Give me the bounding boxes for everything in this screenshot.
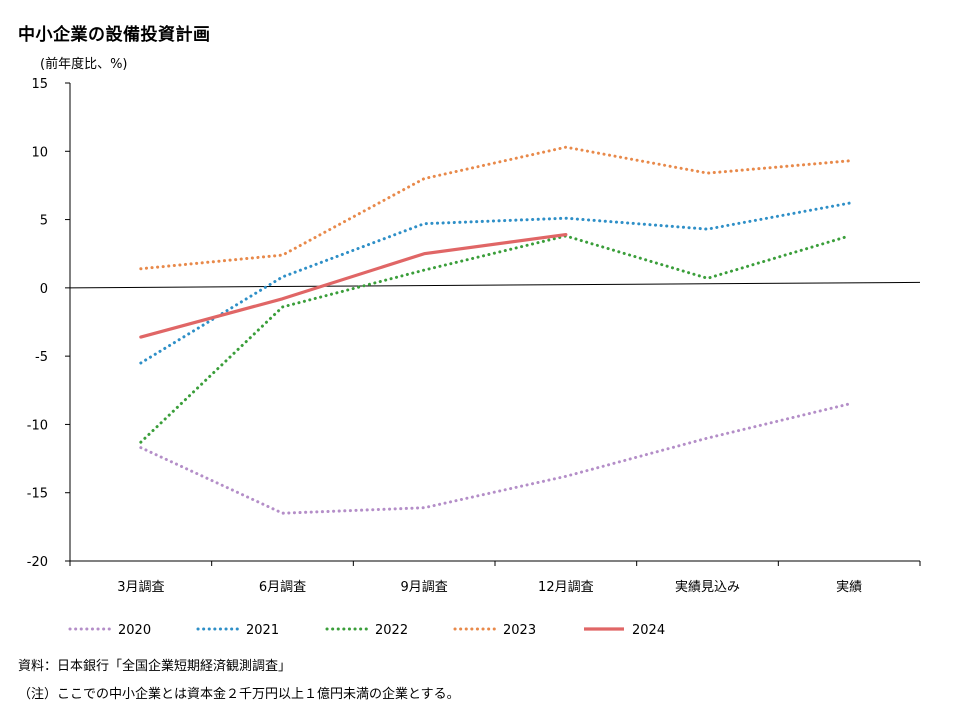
y-tick-label: -10 [27,418,48,433]
x-tick-label: 9月調査 [401,580,448,595]
x-tick-label: 3月調査 [117,580,164,595]
x-tick-label: 実績見込み [675,579,740,595]
series-line-2022 [139,234,851,444]
y-axis-unit-label: (前年度比、%) [40,57,128,72]
footnote: （注）ここでの中小企業とは資本金２千万円以上１億円未満の企業とする。 [18,687,460,702]
y-tick-label: 15 [31,77,48,92]
y-tick-label: -20 [27,555,48,570]
zero-line [69,281,921,289]
chart-series [139,145,851,515]
series-line-2023 [139,145,851,271]
legend-label-2020: 2020 [118,623,151,638]
source-note: 資料：日本銀行「全国企業短期経済観測調査」 [18,659,292,674]
series-line-2021 [139,201,851,365]
y-tick-label: 0 [40,282,48,297]
y-tick-label: -15 [27,487,48,502]
legend-label-2022: 2022 [375,623,408,638]
chart-axes: 15 10 5 0 -5 -10 -15 -20 3月調査 6月調査 9月調査 12月調査 実績見込み 実… [27,77,921,595]
series-line-2024 [139,232,568,339]
x-tick-label: 12月調査 [538,580,594,595]
series-line-2020 [139,402,851,515]
x-tick-label: 実績 [836,579,862,595]
legend-label-2021: 2021 [246,623,279,638]
y-tick-label: 10 [31,145,48,160]
legend-label-2023: 2023 [503,623,536,638]
chart-legend: 2020 2021 2022 2023 2024 [68,623,665,638]
chart-title: 中小企業の設備投資計画 [18,25,211,45]
y-tick-label: -5 [35,350,48,365]
legend-label-2024: 2024 [632,623,665,638]
y-tick-label: 5 [40,214,48,229]
x-tick-label: 6月調査 [259,580,306,595]
